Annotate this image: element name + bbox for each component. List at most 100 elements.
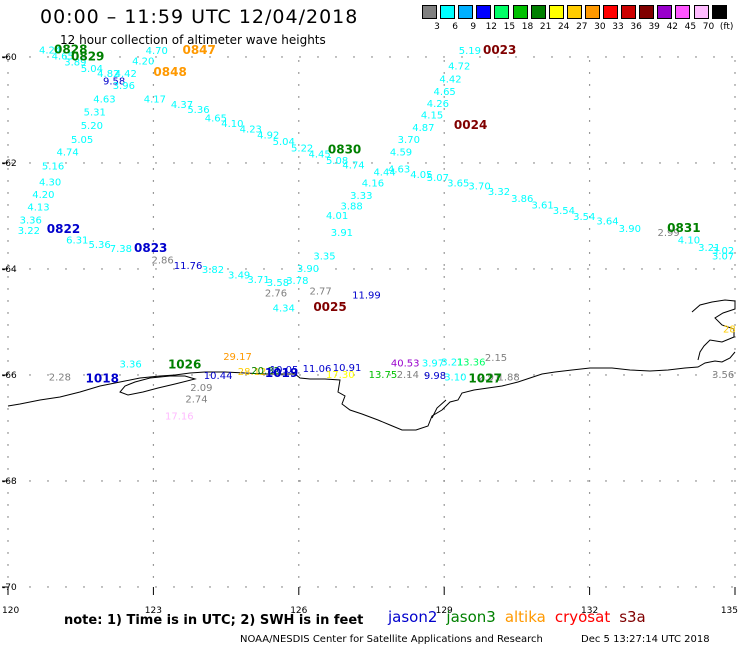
lon-grid-dot — [588, 84, 591, 86]
wave-height-value: 5.05 — [71, 135, 93, 146]
lon-grid-dot — [734, 144, 736, 146]
wave-height-value: 5.22 — [291, 143, 313, 154]
color-scale-label: 6 — [452, 22, 458, 32]
lon-label: 135 — [721, 606, 738, 616]
color-swatch — [548, 5, 564, 19]
wave-height-value: 3.49 — [228, 271, 250, 282]
lat-grid-dot — [119, 162, 121, 164]
wave-height-value: 29.17 — [223, 352, 252, 363]
lon-grid-dot — [298, 120, 300, 122]
lon-grid-dot — [152, 396, 155, 398]
lat-grid-dot — [281, 586, 283, 588]
lon-grid-dot — [443, 564, 445, 566]
lon-grid-dot — [298, 480, 300, 482]
lat-grid-dot — [425, 268, 427, 270]
wave-height-value: 2.77 — [309, 286, 331, 297]
lat-grid-dot — [479, 268, 481, 270]
lon-grid-dot — [298, 408, 300, 410]
lat-grid-dot — [281, 268, 283, 270]
wave-height-value: 4.10 — [221, 119, 243, 130]
lat-grid-dot — [209, 586, 211, 588]
lat-grid-dot — [101, 586, 103, 588]
pass-time-label: 0847 — [182, 43, 215, 57]
lat-grid-dot — [173, 162, 175, 164]
lat-grid-dot — [515, 162, 517, 164]
lat-grid-dot — [389, 586, 391, 588]
lat-grid-dot — [677, 374, 679, 376]
lon-grid-dot — [588, 312, 591, 314]
lat-grid-dot — [605, 56, 607, 58]
lon-grid-dot — [152, 420, 155, 422]
lon-grid-dot — [152, 240, 155, 242]
antarctic-coastline — [7, 299, 736, 431]
pass-time-label: 1018 — [86, 371, 119, 385]
color-scale-label: 18 — [521, 22, 534, 32]
lon-grid-dot — [298, 528, 300, 530]
lon-grid-dot — [443, 336, 445, 338]
lon-grid-dot — [443, 528, 445, 530]
color-swatch — [458, 5, 474, 19]
lon-grid-dot — [588, 408, 591, 410]
lat-grid-dot — [389, 480, 391, 482]
pass-time-label: 0831 — [667, 221, 700, 235]
wave-height-value: 3.21 — [441, 357, 463, 368]
wave-height-value: 3.91 — [331, 228, 353, 239]
lon-grid-dot — [298, 252, 300, 254]
lat-grid-dot — [479, 480, 481, 482]
lon-grid-dot — [443, 576, 445, 578]
lon-grid-dot — [152, 528, 155, 530]
lat-grid-dot — [371, 268, 373, 270]
lat-grid-dot — [551, 374, 553, 376]
wave-height-value: 3.54 — [573, 212, 595, 223]
lat-grid-dot — [29, 162, 31, 164]
color-scale-label: 12 — [485, 22, 498, 32]
lon-grid-dot — [443, 384, 445, 386]
lon-grid-dot — [734, 72, 736, 74]
footnote: note: 1) Time is in UTC; 2) SWH is in fe… — [64, 613, 364, 628]
lat-grid-dot — [533, 268, 535, 270]
wave-height-value: 4.26 — [427, 99, 449, 110]
lat-grid-dot — [677, 586, 679, 588]
lon-grid-dot — [7, 144, 9, 146]
lat-grid-dot — [497, 480, 499, 482]
lat-grid-dot — [137, 56, 139, 58]
lon-grid-dot — [7, 444, 9, 446]
lon-grid-dot — [443, 96, 445, 98]
lon-grid-dot — [298, 372, 300, 374]
lat-grid-dot — [641, 268, 643, 270]
color-scale-label: 21 — [539, 22, 552, 32]
lon-grid-dot — [443, 288, 445, 290]
lat-grid-dot — [263, 374, 265, 376]
lon-grid-dot — [734, 492, 736, 494]
wave-height-value: 3.86 — [511, 194, 533, 205]
lat-grid-dot — [11, 586, 13, 588]
lon-grid-dot — [298, 576, 300, 578]
credit-line: NOAA/NESDIS Center for Satellite Applica… — [240, 634, 543, 645]
lon-grid-dot — [298, 420, 300, 422]
lat-grid-dot — [569, 56, 571, 58]
lon-grid-dot — [7, 456, 9, 458]
lon-grid-dot — [588, 168, 591, 170]
lat-grid-dot — [191, 480, 193, 482]
lon-label: 126 — [290, 606, 307, 616]
wave-height-value: 3.32 — [488, 187, 510, 198]
lon-grid-dot — [443, 516, 445, 518]
lat-grid-dot — [605, 480, 607, 482]
lon-grid-dot — [588, 192, 591, 194]
lat-grid-dot — [335, 586, 337, 588]
lat-grid-dot — [623, 586, 625, 588]
lon-grid-dot — [588, 492, 591, 494]
lon-grid-dot — [734, 384, 736, 386]
lat-grid-dot — [461, 56, 463, 58]
lat-grid-dot — [173, 268, 175, 270]
lon-grid-dot — [734, 276, 736, 278]
lat-grid-dot — [443, 374, 445, 376]
lat-grid-dot — [137, 480, 139, 482]
lon-grid-dot — [734, 216, 736, 218]
lon-grid-dot — [298, 444, 300, 446]
lat-grid-dot — [353, 480, 355, 482]
lon-grid-dot — [588, 480, 591, 482]
lon-grid-dot — [588, 540, 591, 542]
lon-grid-dot — [152, 60, 155, 62]
